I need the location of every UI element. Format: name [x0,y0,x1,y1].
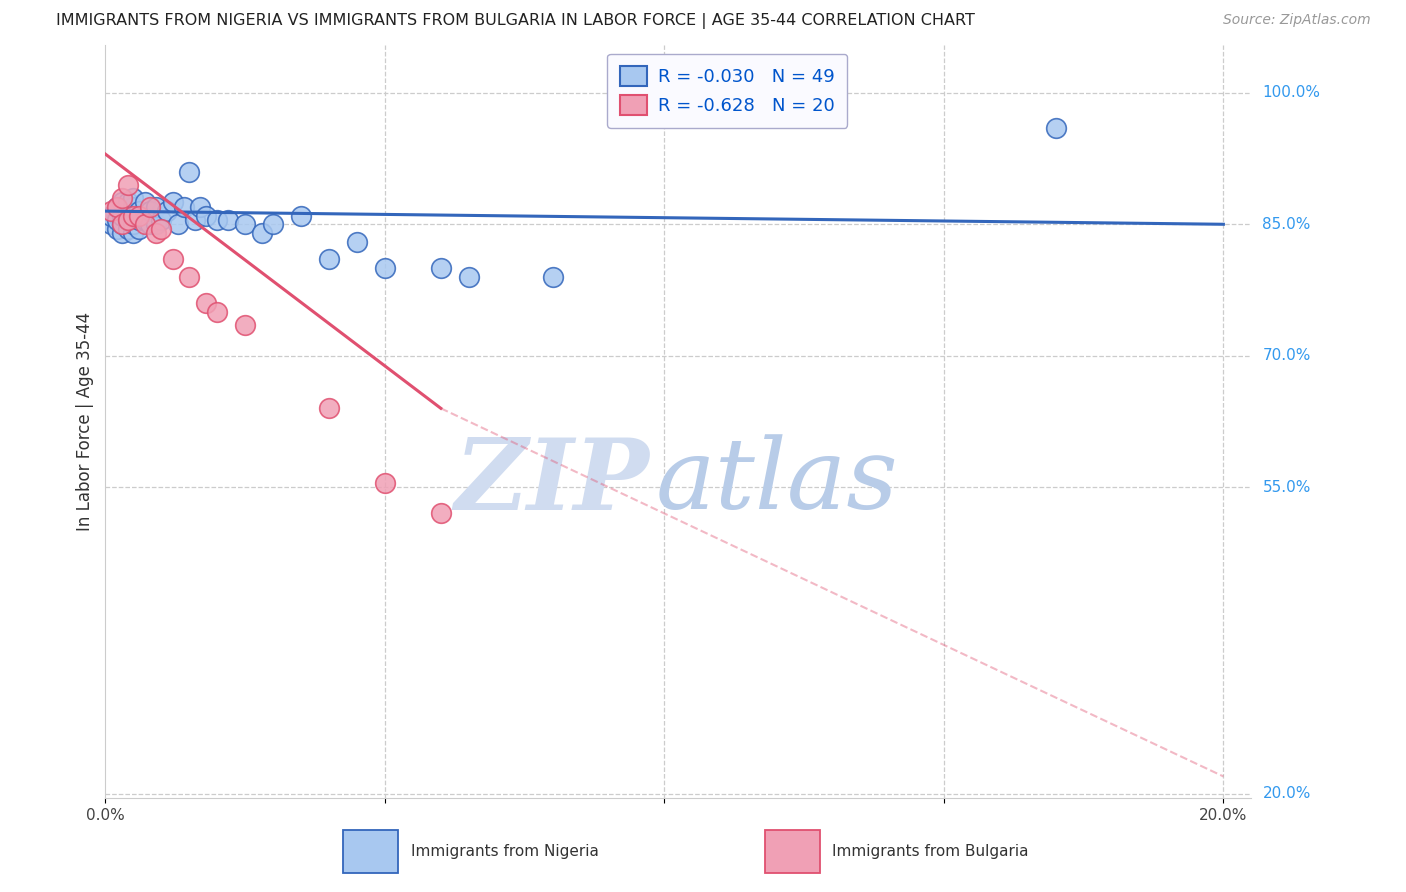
Point [105,200,128,214]
Point [207,305,229,319]
Y-axis label: In Labor Force | Age 35-44: In Labor Force | Age 35-44 [76,312,94,531]
Point [145,226,167,240]
Point [457,269,479,284]
Text: 85.0%: 85.0% [1263,217,1310,232]
Point [122,191,145,205]
Point [111,217,134,231]
Point [167,217,190,231]
Point [145,217,167,231]
Point [117,195,139,210]
Text: 100.0%: 100.0% [1263,86,1320,100]
Point [139,200,162,214]
Point [128,209,150,223]
Text: Source: ZipAtlas.com: Source: ZipAtlas.com [1223,13,1371,28]
Point [195,296,218,310]
Point [430,507,453,521]
Point [134,195,156,210]
Point [233,318,256,332]
Point [139,204,162,219]
Point [117,204,139,219]
Point [105,221,128,235]
Point [122,209,145,223]
Point [207,213,229,227]
Point [111,226,134,240]
Point [541,269,564,284]
Point [122,200,145,214]
Point [128,213,150,227]
Point [290,209,312,223]
Point [374,475,396,490]
Point [117,178,139,192]
FancyBboxPatch shape [343,830,398,872]
Point [150,213,173,227]
Point [111,217,134,231]
Text: Immigrants from Bulgaria: Immigrants from Bulgaria [832,844,1029,859]
Point [134,213,156,227]
Point [122,209,145,223]
Point [100,209,122,223]
Point [262,217,284,231]
Point [122,226,145,240]
Point [190,200,212,214]
Point [117,221,139,235]
Point [111,191,134,205]
Point [318,401,340,416]
Point [184,213,207,227]
Point [179,164,201,178]
Text: Immigrants from Nigeria: Immigrants from Nigeria [411,844,599,859]
Point [162,195,184,210]
Point [156,204,179,219]
Text: IMMIGRANTS FROM NIGERIA VS IMMIGRANTS FROM BULGARIA IN LABOR FORCE | AGE 35-44 C: IMMIGRANTS FROM NIGERIA VS IMMIGRANTS FR… [56,13,976,29]
Point [1045,120,1067,135]
Point [217,213,239,227]
Point [139,217,162,231]
FancyBboxPatch shape [765,830,820,872]
Point [122,217,145,231]
Point [105,213,128,227]
Point [346,235,368,249]
Text: atlas: atlas [655,434,898,530]
Point [374,261,396,276]
Point [173,200,195,214]
Point [111,209,134,223]
Point [105,200,128,214]
Point [233,217,256,231]
Point [179,269,201,284]
Point [430,261,453,276]
Text: 55.0%: 55.0% [1263,480,1310,495]
Point [150,221,173,235]
Point [117,213,139,227]
Point [117,213,139,227]
Point [318,252,340,267]
Point [111,195,134,210]
Point [162,252,184,267]
Point [195,209,218,223]
Text: 70.0%: 70.0% [1263,348,1310,363]
Text: 20.0%: 20.0% [1263,787,1310,801]
Point [250,226,273,240]
Point [100,217,122,231]
Point [134,217,156,231]
Point [100,204,122,219]
Point [145,200,167,214]
Point [128,204,150,219]
Point [128,221,150,235]
Legend: R = -0.030   N = 49, R = -0.628   N = 20: R = -0.030 N = 49, R = -0.628 N = 20 [607,54,848,128]
Text: ZIP: ZIP [454,434,650,530]
